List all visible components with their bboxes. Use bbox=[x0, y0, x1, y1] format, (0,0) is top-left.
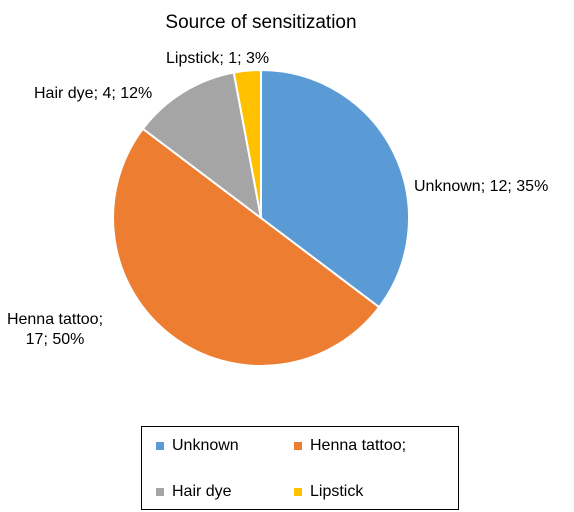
pie-slice-henna-tattoo bbox=[112, 127, 381, 367]
legend-label-lipstick: Lipstick bbox=[310, 483, 364, 500]
data-label-line: Lipstick; 1; 3% bbox=[166, 50, 269, 67]
pie-slice-hair-dye bbox=[141, 71, 263, 221]
legend-label-hair-dye: Hair dye bbox=[172, 483, 232, 500]
pie-slice-unknown bbox=[260, 68, 410, 309]
pie-slices bbox=[112, 68, 410, 367]
data-label-line: Henna tattoo; bbox=[7, 311, 103, 328]
legend-item-unknown: Unknown bbox=[156, 437, 239, 455]
legend-item-hair-dye: Hair dye bbox=[156, 483, 232, 501]
legend-label-unknown: Unknown bbox=[172, 437, 239, 454]
data-label-line: Unknown; 12; 35% bbox=[414, 178, 548, 195]
legend-swatch-henna-tattoo bbox=[294, 442, 302, 450]
data-label-hair-dye: Hair dye; 4; 12% bbox=[34, 85, 152, 102]
legend-swatch-hair-dye bbox=[156, 488, 164, 496]
data-label-henna-tattoo: Henna tattoo; 17; 50% bbox=[7, 311, 103, 348]
legend-swatch-unknown bbox=[156, 442, 164, 450]
legend-swatch-lipstick bbox=[294, 488, 302, 496]
chart-legend: Unknown Henna tattoo; Hair dye Lipstick bbox=[141, 426, 459, 510]
data-label-lipstick: Lipstick; 1; 3% bbox=[166, 50, 269, 67]
legend-item-lipstick: Lipstick bbox=[294, 483, 363, 501]
legend-label-henna-tattoo: Henna tattoo; bbox=[310, 437, 407, 454]
data-label-line: 17; 50% bbox=[26, 331, 85, 348]
legend-item-henna-tattoo: Henna tattoo; bbox=[294, 437, 406, 455]
data-label-unknown: Unknown; 12; 35% bbox=[414, 178, 548, 195]
data-labels: Unknown; 12; 35% Henna tattoo; 17; 50% Hair… bbox=[7, 50, 548, 348]
pie-slice-lipstick bbox=[232, 68, 262, 219]
chart-title: Source of sensitization bbox=[165, 12, 356, 33]
data-label-line: Hair dye; 4; 12% bbox=[34, 85, 152, 102]
